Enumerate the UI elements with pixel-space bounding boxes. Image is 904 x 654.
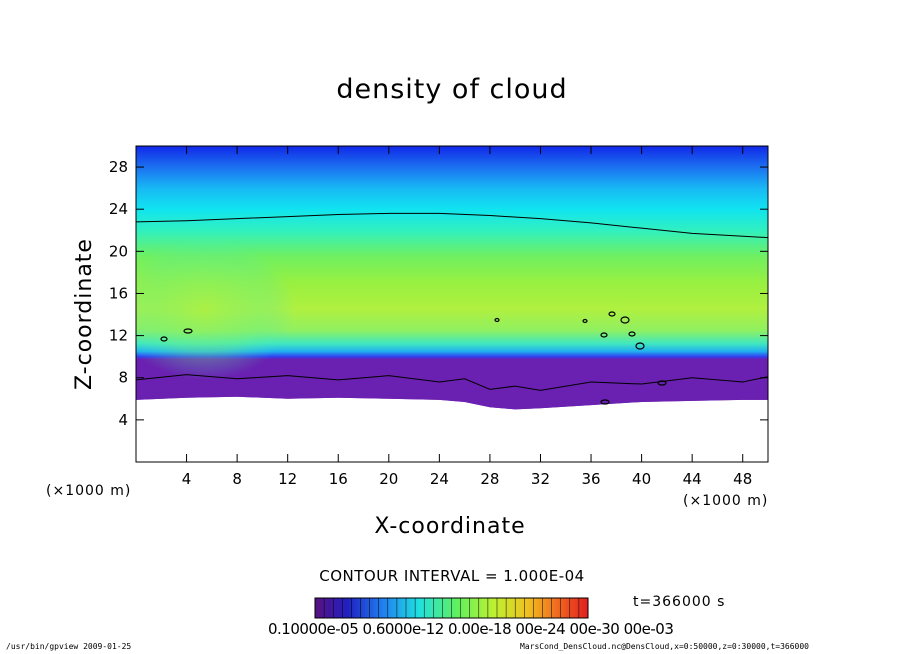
x-tick-label: 24 [430, 470, 449, 488]
contour-islands [160, 311, 667, 405]
x-unit-label-left: (×1000 m) [46, 483, 132, 499]
plot-frame [135, 145, 769, 463]
x-unit-label-right: (×1000 m) [683, 493, 769, 509]
footer-right: MarsCond_DensCloud.nc@DensCloud,x=0:5000… [520, 642, 809, 651]
colorbar-labels: 0.10000e-05 0.6000e-12 0.00e-18 00e-24 0… [268, 620, 674, 638]
base-contour-line [136, 374, 768, 391]
y-tick-label: 20 [109, 242, 128, 260]
x-tick-label: 20 [379, 470, 398, 488]
contour-island [183, 328, 193, 334]
chart-title: density of cloud [336, 74, 568, 105]
contour-island [620, 316, 630, 324]
contour-island [600, 399, 610, 405]
contour-island [600, 332, 608, 338]
contour-interval-text: CONTOUR INTERVAL = 1.000E-04 [319, 567, 585, 585]
x-tick-label: 4 [182, 470, 192, 488]
y-axis-label: Z-coordinate [72, 238, 97, 390]
y-tick-label: 4 [118, 411, 128, 429]
y-axis-label-wrap: Z-coordinate [72, 238, 224, 415]
y-tick-label: 8 [118, 369, 128, 387]
x-tick-label: 32 [531, 470, 550, 488]
cloud-field [136, 146, 768, 410]
heatmap-layer [136, 146, 768, 410]
colorbar-ticks [323, 598, 580, 618]
contour-island [635, 342, 645, 350]
y-tick-label: 24 [109, 200, 128, 218]
x-tick-label: 36 [581, 470, 600, 488]
x-tick-label: 48 [733, 470, 752, 488]
contour-island [608, 311, 616, 317]
contour-island [628, 331, 636, 337]
x-tick-label: 44 [683, 470, 702, 488]
contour-island [494, 317, 500, 323]
contour-island [582, 318, 588, 324]
x-tick-label: 8 [232, 470, 242, 488]
x-tick-label: 12 [278, 470, 297, 488]
y-tick-label: 16 [109, 284, 128, 302]
y-tick-label: 28 [109, 158, 128, 176]
x-tick-label: 28 [480, 470, 499, 488]
time-label: t=366000 s [633, 594, 726, 610]
x-tick-label: 16 [329, 470, 348, 488]
contour-island [657, 380, 667, 386]
footer-left: /usr/bin/gpview 2009-01-25 [6, 642, 132, 651]
x-axis-ticks: 4 8 12 16 20 24 28 32 36 40 44 48 [182, 146, 752, 488]
contour-island [160, 336, 168, 342]
contour-line [136, 212, 768, 239]
x-axis-label: X-coordinate [374, 514, 526, 539]
cloud-base-band [136, 387, 768, 410]
y-axis-ticks: 4 8 12 16 20 24 28 [109, 158, 768, 429]
y-tick-label: 12 [109, 327, 128, 345]
x-tick-label: 40 [632, 470, 651, 488]
swirl-feature [136, 240, 295, 380]
